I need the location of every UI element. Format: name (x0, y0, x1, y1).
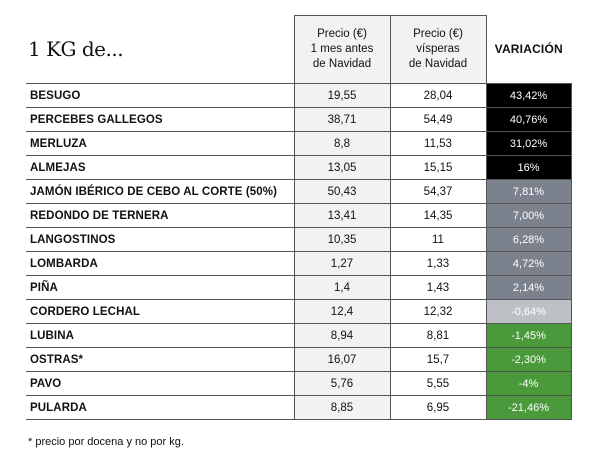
price-eve: 1,43 (389, 275, 487, 300)
price-before: 19,55 (293, 83, 391, 108)
table-row: BESUGO 19,55 28,04 43,42% (26, 83, 572, 108)
price-before: 1,4 (293, 275, 391, 300)
header-price-eve-line-1: Precio (€) (413, 28, 463, 40)
variation-cell: 43,42% (485, 83, 572, 108)
table-row: PIÑA 1,4 1,43 2,14% (26, 275, 572, 300)
product-name: PIÑA (26, 275, 294, 300)
table-row: LUBINA 8,94 8,81 -1,45% (26, 323, 572, 348)
table-row: LANGOSTINOS 10,35 11 6,28% (26, 227, 572, 252)
variation-cell: -4% (485, 371, 572, 396)
product-name: MERLUZA (26, 131, 294, 156)
price-eve: 8,81 (389, 323, 487, 348)
price-before: 13,05 (293, 155, 391, 180)
variation-cell: 2,14% (485, 275, 572, 300)
header-price-before: Precio (€) 1 mes antes de Navidad (293, 15, 391, 84)
table-row: REDONDO DE TERNERA 13,41 14,35 7,00% (26, 203, 572, 228)
header-price-before-line-1: Precio (€) (317, 28, 367, 40)
table-row: MERLUZA 8,8 11,53 31,02% (26, 131, 572, 156)
header-price-before-line-2: 1 mes antes (310, 43, 374, 55)
header-price-before-line-3: de Navidad (312, 58, 372, 70)
product-name: CORDERO LECHAL (26, 299, 294, 324)
price-eve: 11 (389, 227, 487, 252)
product-name: LUBINA (26, 323, 294, 348)
table-title: 1 KG de... (28, 37, 124, 62)
price-before: 12,4 (293, 299, 391, 324)
product-name: PERCEBES GALLEGOS (26, 107, 294, 132)
product-name: PAVO (26, 371, 294, 396)
variation-cell: -0,64% (485, 299, 572, 324)
table-body: BESUGO 19,55 28,04 43,42% PERCEBES GALLEGOS 3… (26, 83, 572, 420)
price-eve: 1,33 (389, 251, 487, 276)
price-eve: 28,04 (389, 83, 487, 108)
price-before: 38,71 (293, 107, 391, 132)
price-eve: 11,53 (389, 131, 487, 156)
variation-cell: 16% (485, 155, 572, 180)
variation-cell: 7,81% (485, 179, 572, 204)
table-row: PAVO 5,76 5,55 -4% (26, 371, 572, 396)
price-before: 8,94 (293, 323, 391, 348)
product-name: OSTRAS* (26, 347, 294, 372)
table-row: JAMÓN IBÉRICO DE CEBO AL CORTE (50%) 50,4… (26, 179, 572, 204)
table-row: OSTRAS* 16,07 15,7 -2,30% (26, 347, 572, 372)
product-name: BESUGO (26, 83, 294, 108)
price-eve: 6,95 (389, 395, 487, 420)
table-row: CORDERO LECHAL 12,4 12,32 -0,64% (26, 299, 572, 324)
price-eve: 15,15 (389, 155, 487, 180)
table-row: ALMEJAS 13,05 15,15 16% (26, 155, 572, 180)
variation-cell: -2,30% (485, 347, 572, 372)
price-before: 5,76 (293, 371, 391, 396)
product-name: ALMEJAS (26, 155, 294, 180)
price-before: 16,07 (293, 347, 391, 372)
product-name: JAMÓN IBÉRICO DE CEBO AL CORTE (50%) (26, 179, 294, 204)
variation-cell: -1,45% (485, 323, 572, 348)
footnote: * precio por docena y no por kg. (28, 436, 184, 448)
variation-cell: 4,72% (485, 251, 572, 276)
price-before: 8,85 (293, 395, 391, 420)
header-price-eve-line-3: de Navidad (408, 58, 468, 70)
price-eve: 54,37 (389, 179, 487, 204)
variation-cell: 7,00% (485, 203, 572, 228)
product-name: LANGOSTINOS (26, 227, 294, 252)
header-price-eve: Precio (€) vísperas de Navidad (389, 15, 487, 84)
price-before: 13,41 (293, 203, 391, 228)
header-row: 1 KG de... Precio (€) 1 mes antes de Nav… (26, 15, 571, 84)
variation-cell: 31,02% (485, 131, 572, 156)
header-price-eve-line-2: vísperas (416, 43, 460, 55)
header-variation: VARIACIÓN (494, 42, 563, 57)
table-row: LOMBARDA 1,27 1,33 4,72% (26, 251, 572, 276)
price-eve: 5,55 (389, 371, 487, 396)
price-eve: 15,7 (389, 347, 487, 372)
product-name: PULARDA (26, 395, 294, 420)
price-eve: 54,49 (389, 107, 487, 132)
product-name: REDONDO DE TERNERA (26, 203, 294, 228)
price-before: 10,35 (293, 227, 391, 252)
price-before: 50,43 (293, 179, 391, 204)
variation-cell: 6,28% (485, 227, 572, 252)
table-row: PULARDA 8,85 6,95 -21,46% (26, 395, 572, 420)
product-name: LOMBARDA (26, 251, 294, 276)
price-table: 1 KG de... Precio (€) 1 mes antes de Nav… (26, 15, 572, 420)
price-table-container: 1 KG de... Precio (€) 1 mes antes de Nav… (26, 15, 572, 420)
variation-cell: -21,46% (485, 395, 572, 420)
price-eve: 14,35 (389, 203, 487, 228)
price-before: 1,27 (293, 251, 391, 276)
price-eve: 12,32 (389, 299, 487, 324)
variation-cell: 40,76% (485, 107, 572, 132)
table-row: PERCEBES GALLEGOS 38,71 54,49 40,76% (26, 107, 572, 132)
price-before: 8,8 (293, 131, 391, 156)
